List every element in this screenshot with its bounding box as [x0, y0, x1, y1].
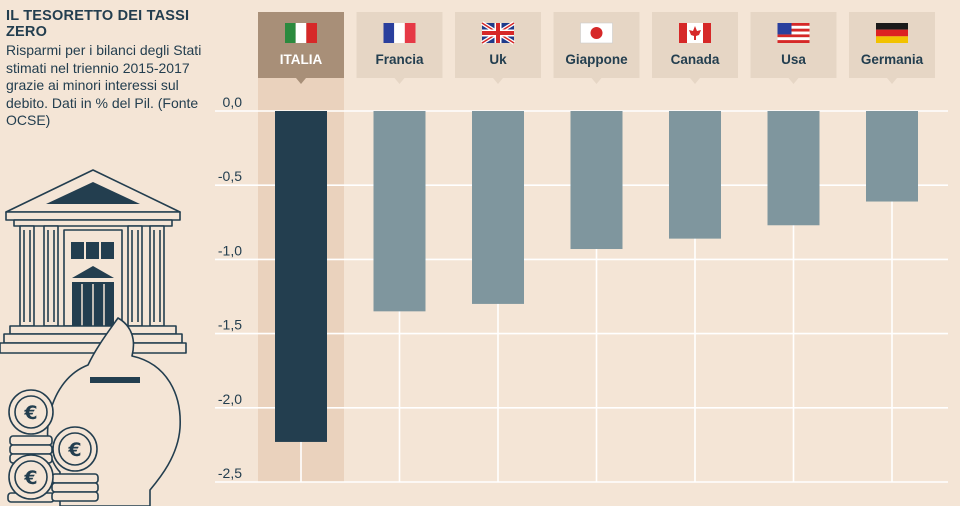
coin-symbol: € — [67, 439, 81, 461]
bar-giappone — [570, 111, 623, 250]
bar-francia — [373, 111, 426, 312]
chart-description: Risparmi per i bilanci degli Stati stima… — [6, 42, 202, 129]
y-tick-label: -0,5 — [218, 168, 242, 184]
country-tab-pointer — [296, 78, 306, 84]
bar-italia — [275, 111, 327, 442]
country-label: Canada — [671, 52, 720, 67]
coin-symbol: € — [23, 402, 37, 424]
country-tab-canada: Canada — [652, 12, 738, 84]
chart-title: IL TESORETTO DEI TASSI ZERO — [6, 8, 190, 40]
intro-panel: IL TESORETTO DEI TASSI ZERO Risparmi per… — [6, 8, 202, 130]
country-tab-pointer — [493, 78, 503, 84]
flag-germany-icon — [876, 23, 908, 43]
y-tick-label: -2,5 — [218, 465, 242, 481]
illustration: € € € — [0, 169, 187, 506]
y-tick-label: -2,0 — [218, 391, 242, 407]
y-tick-label: -1,0 — [218, 242, 242, 258]
country-label: Francia — [375, 52, 424, 67]
country-tab-bg — [455, 12, 541, 78]
bank-building-icon — [0, 169, 187, 354]
country-tab-pointer — [690, 78, 700, 84]
country-tab-bg — [356, 12, 443, 78]
flag-france-icon — [383, 23, 416, 43]
country-tab-germania: Germania — [849, 12, 935, 84]
country-tab-bg — [849, 12, 935, 78]
coin-symbol: € — [23, 467, 37, 489]
flag-usa-icon — [777, 23, 810, 43]
y-tick-label: 0,0 — [223, 94, 243, 110]
country-tab-pointer — [887, 78, 897, 84]
country-tab-bg — [750, 12, 837, 78]
flag-uk-icon — [480, 21, 516, 45]
bar-usa — [767, 111, 820, 226]
bar-canada — [669, 111, 721, 239]
country-tab-bg — [258, 12, 344, 78]
flag-japan-icon — [580, 22, 613, 44]
y-tick-label: -1,5 — [218, 317, 242, 333]
country-tab-francia: Francia — [356, 12, 443, 84]
country-tab-pointer — [394, 78, 405, 84]
country-label: Usa — [781, 52, 806, 67]
highlight-column-band — [258, 12, 344, 482]
country-tab-giappone: Giappone — [553, 12, 640, 84]
country-label: Germania — [861, 52, 924, 67]
bar-uk — [472, 111, 524, 304]
flag-canada-icon — [679, 23, 711, 43]
flag-italy-icon — [285, 23, 317, 43]
euro-coins-icon: € € € — [7, 389, 99, 503]
country-tab-uk: Uk — [455, 12, 541, 84]
country-tab-pointer — [591, 78, 602, 84]
country-label: Giappone — [565, 52, 628, 67]
country-tab-bg — [652, 12, 738, 78]
bar-germania — [866, 111, 918, 202]
country-label: Uk — [489, 52, 507, 67]
country-tab-pointer — [788, 78, 799, 84]
country-tab-italia: ITALIA — [258, 12, 344, 84]
country-tab-usa: Usa — [750, 12, 837, 84]
country-tab-bg — [553, 12, 640, 78]
country-label: ITALIA — [280, 52, 323, 67]
